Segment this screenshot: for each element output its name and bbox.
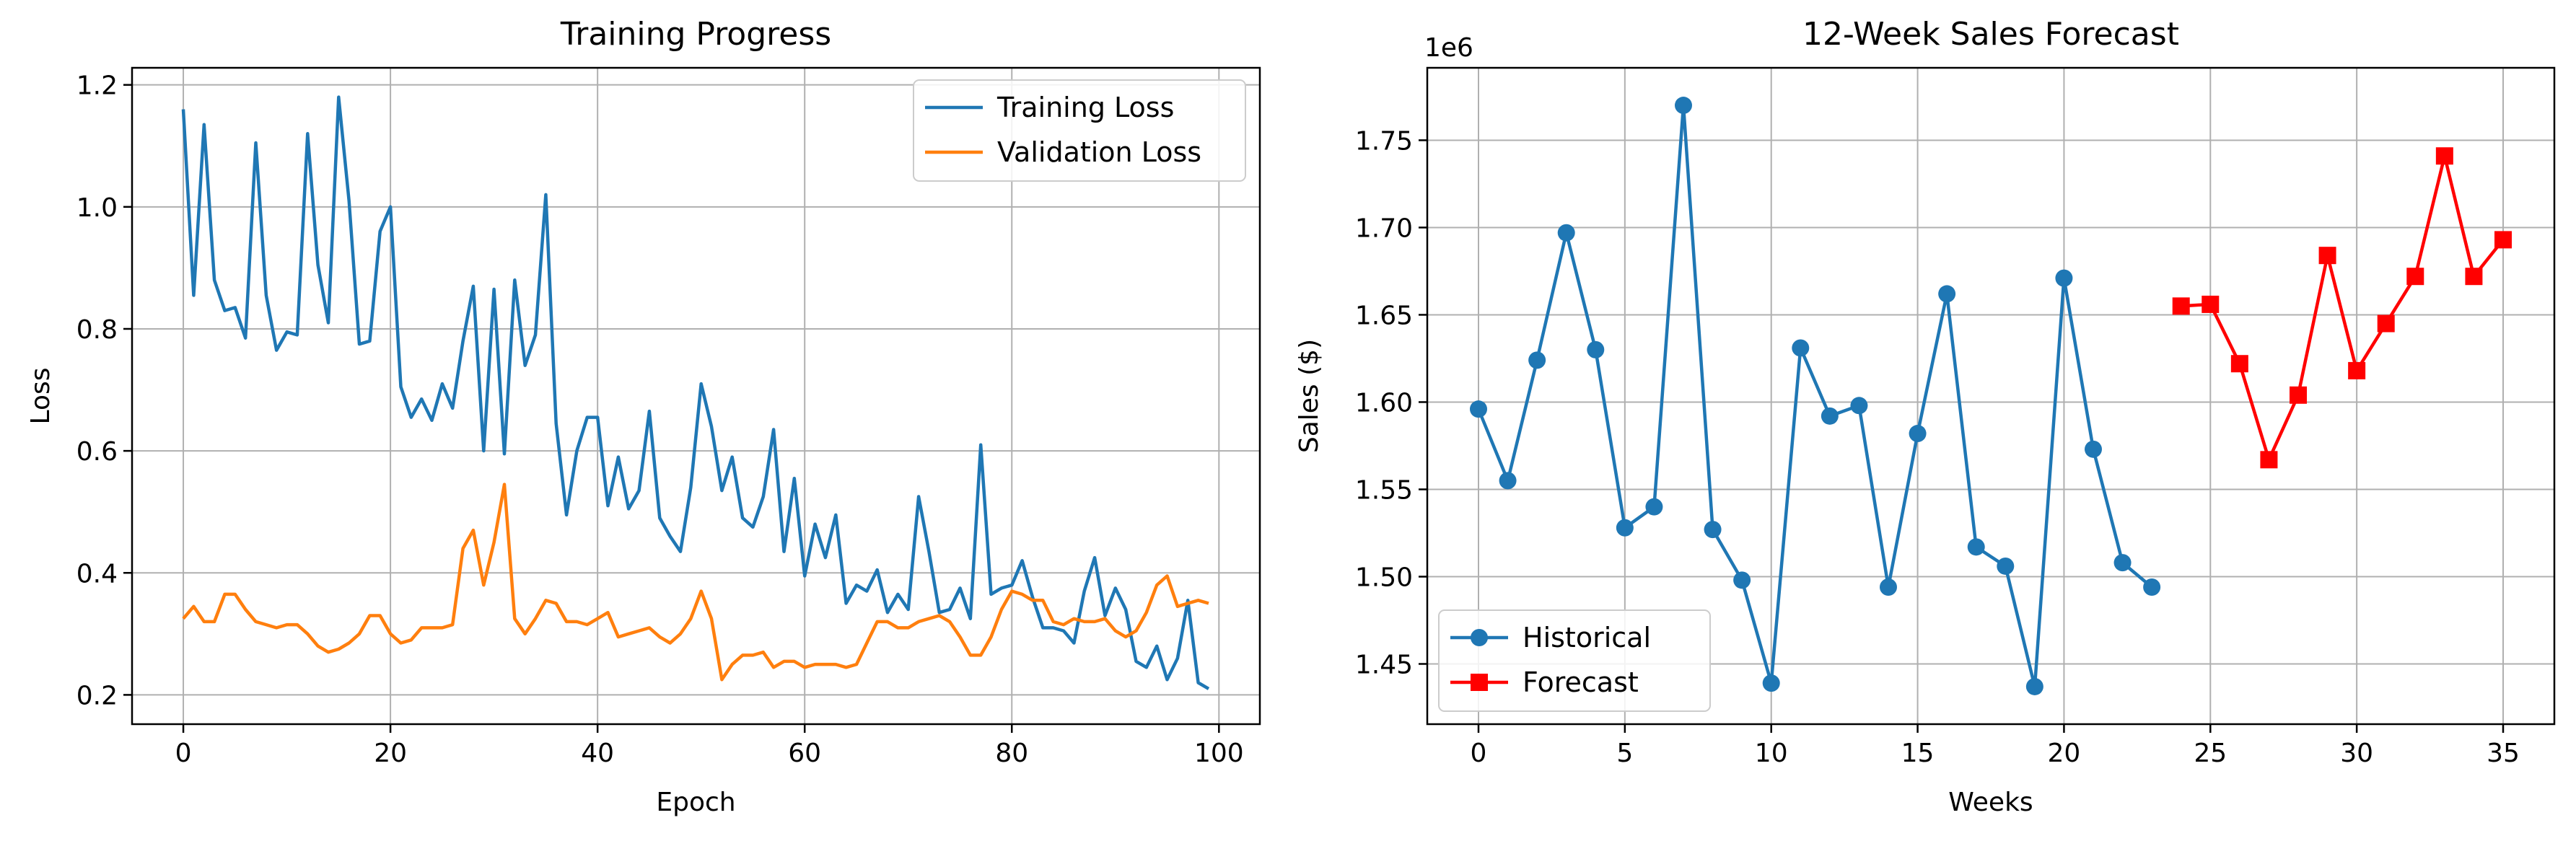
series-line-training-loss	[181, 95, 1210, 690]
data-point	[2025, 677, 2043, 695]
x-axis-label: Weeks	[1948, 788, 2033, 817]
x-tick-label: 40	[581, 739, 614, 768]
data-point	[1792, 339, 1810, 357]
x-tick-label: 5	[1616, 739, 1633, 768]
training-progress-chart: 0 20 40 60 80 100 0.2 0.4 0.6 0.8 1.0 1.2 Training P…	[26, 16, 1261, 817]
y-tick-label: 0.2	[76, 681, 118, 710]
legend-entry: Training Loss	[996, 92, 1174, 123]
data-point	[2377, 314, 2395, 333]
data-point	[1733, 571, 1751, 589]
series-line-validation-loss	[182, 483, 1209, 682]
data-point	[1499, 472, 1517, 490]
x-tick-label: 100	[1194, 739, 1244, 768]
data-point	[2172, 297, 2190, 315]
data-point	[1587, 340, 1605, 358]
plot-frame	[1426, 66, 2556, 726]
y-axis-label: Loss	[26, 368, 56, 425]
y-tick-label: 1.60	[1355, 388, 1413, 418]
y-tick-label: 1.2	[76, 71, 118, 101]
x-tick-label: 10	[1755, 739, 1788, 768]
legend-entry: Historical	[1523, 622, 1651, 653]
legend-marker	[1471, 629, 1488, 646]
data-point	[1528, 351, 1546, 369]
y-tick-label: 0.6	[76, 437, 118, 467]
data-point	[1616, 519, 1634, 537]
data-point	[2465, 268, 2483, 286]
y-tick-label: 1.70	[1355, 213, 1413, 243]
x-tick-label: 20	[374, 739, 407, 768]
series-line-historical	[1476, 103, 2153, 689]
data-point	[1967, 538, 1985, 556]
data-point	[2113, 554, 2132, 572]
data-point	[2055, 269, 2073, 287]
data-point	[1704, 521, 1722, 539]
chart-title: Training Progress	[560, 16, 831, 53]
y-tick-label: 1.55	[1355, 475, 1413, 505]
data-point	[2435, 147, 2453, 165]
x-tick-label: 35	[2487, 739, 2520, 768]
legend-box	[1438, 609, 1711, 712]
data-point	[2260, 451, 2278, 469]
data-point	[1821, 407, 1839, 425]
data-point	[1645, 498, 1663, 516]
x-tick-label: 60	[788, 739, 821, 768]
y-axis-label: Sales ($)	[1294, 339, 1324, 453]
data-point	[2085, 440, 2102, 458]
x-tick-label: 30	[2340, 739, 2373, 768]
y-tick-label: 0.4	[76, 559, 118, 589]
plot-frame	[131, 66, 1261, 726]
y-tick-label: 1.75	[1355, 126, 1413, 156]
x-tick-label: 15	[1901, 739, 1935, 768]
y-offset-text: 1e6	[1424, 33, 1473, 63]
data-point	[1470, 400, 1487, 418]
x-tick-label: 0	[175, 739, 192, 768]
x-tick-label: 80	[995, 739, 1028, 768]
data-point	[2494, 231, 2512, 249]
x-tick-label: 0	[1471, 739, 1487, 768]
data-point	[2143, 578, 2161, 596]
y-tick-label: 1.45	[1355, 651, 1413, 680]
chart-title: 12-Week Sales Forecast	[1802, 16, 2179, 53]
data-point	[1880, 578, 1897, 596]
data-point	[1938, 285, 1956, 303]
y-tick-label: 1.0	[76, 193, 118, 223]
y-tick-label: 1.50	[1355, 563, 1413, 592]
x-tick-label: 20	[2048, 739, 2081, 768]
data-point	[2318, 247, 2336, 265]
legend-box	[913, 79, 1246, 182]
data-point	[1675, 97, 1692, 115]
data-point	[2202, 295, 2220, 313]
y-tick-label: 1.65	[1355, 301, 1413, 330]
series-line-forecast	[2181, 154, 2505, 462]
legend-entry: Validation Loss	[997, 136, 1201, 168]
data-point	[1762, 674, 1780, 692]
data-point	[1997, 557, 2015, 575]
data-point	[2348, 361, 2366, 379]
data-point	[1557, 224, 1575, 242]
data-point	[1909, 425, 1927, 443]
sales-forecast-chart: 0 5 10 15 20 25 30 35 1.45 1.50 1.55 1.60 1.65 1.70 1.…	[1294, 16, 2556, 817]
legend-entry: Forecast	[1523, 666, 1639, 698]
data-point	[2406, 268, 2424, 286]
y-tick-label: 0.8	[76, 315, 118, 345]
x-tick-label: 25	[2194, 739, 2227, 768]
data-point	[2290, 386, 2307, 404]
x-axis-label: Epoch	[656, 788, 735, 817]
data-point	[1850, 397, 1868, 415]
data-point	[2230, 355, 2248, 373]
legend-marker	[1471, 674, 1488, 691]
